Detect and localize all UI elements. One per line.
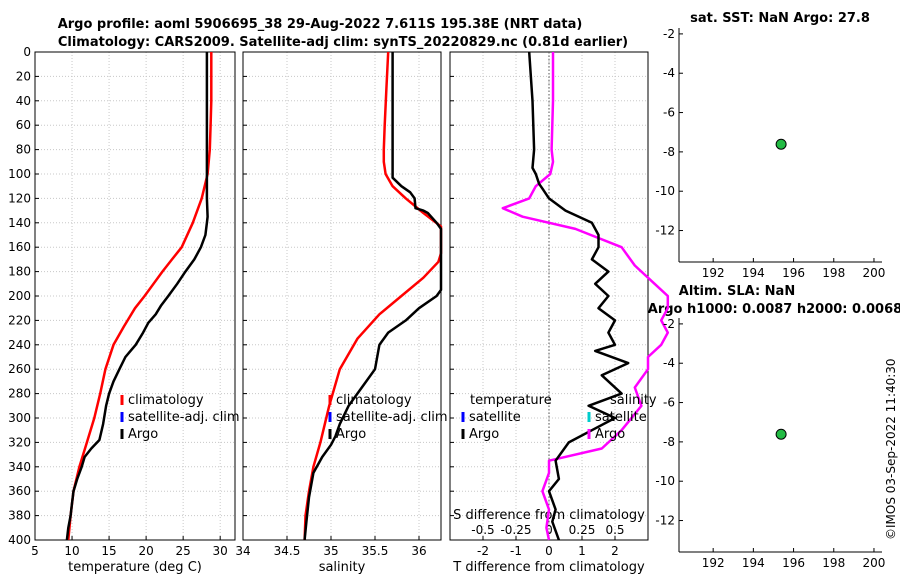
y-tick-label: 160 [8, 240, 31, 254]
map-y-tick-label: -2 [663, 317, 675, 331]
map-y-tick-label: -8 [663, 145, 675, 159]
x-tick-label: 15 [101, 544, 116, 558]
x-tick-label: 25 [176, 544, 191, 558]
y-tick-label: 120 [8, 191, 31, 205]
s-tick-label: -0.5 [471, 523, 494, 537]
legend-label: climatology [336, 393, 412, 408]
y-tick-label: 180 [8, 265, 31, 279]
legend-label: Argo [128, 427, 158, 442]
y-tick-label: 200 [8, 289, 31, 303]
y-tick-label: 40 [16, 94, 31, 108]
map-x-tick-label: 200 [863, 266, 886, 280]
map-y-tick-label: -2 [663, 27, 675, 41]
series-line-argo [303, 52, 443, 541]
map-y-tick-label: -8 [663, 435, 675, 449]
x-axis-label: salinity [319, 560, 366, 575]
y-tick-label: 220 [8, 313, 31, 327]
y-tick-label: 360 [8, 484, 31, 498]
s-tick-label: 0 [545, 523, 553, 537]
map-y-tick-label: -6 [663, 396, 675, 410]
float-location-point [775, 428, 787, 440]
map-x-tick-label: 192 [702, 266, 725, 280]
title-line-2: Climatology: CARS2009. Satellite-adj cli… [58, 35, 628, 50]
y-tick-label: 340 [8, 460, 31, 474]
sst-title: sat. SST: NaN Argo: 27.8 [690, 11, 870, 26]
map-x-tick-label: 196 [782, 556, 805, 570]
map-x-tick-label: 192 [702, 556, 725, 570]
x-tick-label: 10 [64, 544, 79, 558]
map-y-tick-label: -12 [655, 224, 675, 238]
x-tick-label: 35.5 [362, 544, 389, 558]
map-x-tick-label: 198 [822, 266, 845, 280]
x-axis-label: T difference from climatology [452, 560, 645, 575]
y-tick-label: 260 [8, 362, 31, 376]
legend-label: Argo [595, 427, 625, 442]
sla-title-1: Altim. SLA: NaN [679, 284, 795, 299]
title-line-1: Argo profile: aoml 5906695_38 29-Aug-202… [58, 17, 583, 32]
map-y-tick-label: -4 [663, 356, 675, 370]
x-tick-label: 2 [611, 544, 619, 558]
x-tick-label: -2 [477, 544, 489, 558]
x-tick-label: 5 [31, 544, 39, 558]
x-tick-label: 34 [235, 544, 250, 558]
legend-label: salinity [610, 393, 657, 408]
map-x-tick-label: 198 [822, 556, 845, 570]
series-line-climatology [303, 51, 443, 541]
x-tick-label: -1 [510, 544, 522, 558]
x-tick-label: 35 [323, 544, 338, 558]
x-tick-label: 36 [411, 544, 426, 558]
y-tick-label: 320 [8, 435, 31, 449]
float-location-point [775, 138, 787, 150]
y-tick-label: 300 [8, 411, 31, 425]
x-axis-label: temperature (deg C) [68, 560, 202, 575]
y-tick-label: 80 [16, 143, 31, 157]
s-tick-label: 0.25 [569, 523, 596, 537]
legend-label: temperature [470, 393, 552, 408]
map-y-tick-label: -4 [663, 66, 675, 80]
series-line-argo [65, 52, 209, 541]
y-tick-label: 0 [23, 45, 31, 59]
map-y-tick-label: -10 [655, 184, 675, 198]
imos-stamp: ©IMOS 03-Sep-2022 11:40:30 [884, 358, 898, 540]
map-x-tick-label: 196 [782, 266, 805, 280]
y-tick-label: 20 [16, 69, 31, 83]
map-x-tick-label: 194 [742, 556, 765, 570]
plot-layer: 5 10 15 20 25 3002040608010012014016018020022… [8, 27, 885, 575]
sla-title-2: Argo h1000: 0.0087 h2000: 0.0068 [648, 302, 900, 317]
map-y-tick-label: -6 [663, 106, 675, 120]
x-tick-label: 1 [578, 544, 586, 558]
series-line-temperature-argo [527, 51, 630, 541]
s-tick-label: -0.25 [500, 523, 531, 537]
legend-label: Argo [469, 427, 499, 442]
series-line-climatology [67, 52, 213, 541]
y-tick-label: 280 [8, 387, 31, 401]
legend-label: satellite [469, 410, 521, 425]
legend-label: climatology [128, 393, 204, 408]
y-tick-label: 100 [8, 167, 31, 181]
y-tick-label: 60 [16, 118, 31, 132]
map-x-tick-label: 194 [742, 266, 765, 280]
x-tick-label: 0 [545, 544, 553, 558]
map-y-tick-label: -10 [655, 474, 675, 488]
map-x-tick-label: 200 [863, 556, 886, 570]
legend-label: Argo [336, 427, 366, 442]
y-tick-label: 240 [8, 338, 31, 352]
legend-label: satellite-adj. clim [128, 410, 240, 425]
map-y-tick-label: -12 [655, 514, 675, 528]
y-tick-label: 400 [8, 533, 31, 547]
x-tick-label: 20 [138, 544, 153, 558]
legend-label: satellite-adj. clim [336, 410, 448, 425]
legend-label: satellite [595, 410, 647, 425]
x-tick-label: 34.5 [274, 544, 301, 558]
y-tick-label: 380 [8, 509, 31, 523]
x-tick-label: 30 [213, 544, 228, 558]
s-tick-label: 0.5 [605, 523, 624, 537]
y-tick-label: 140 [8, 216, 31, 230]
